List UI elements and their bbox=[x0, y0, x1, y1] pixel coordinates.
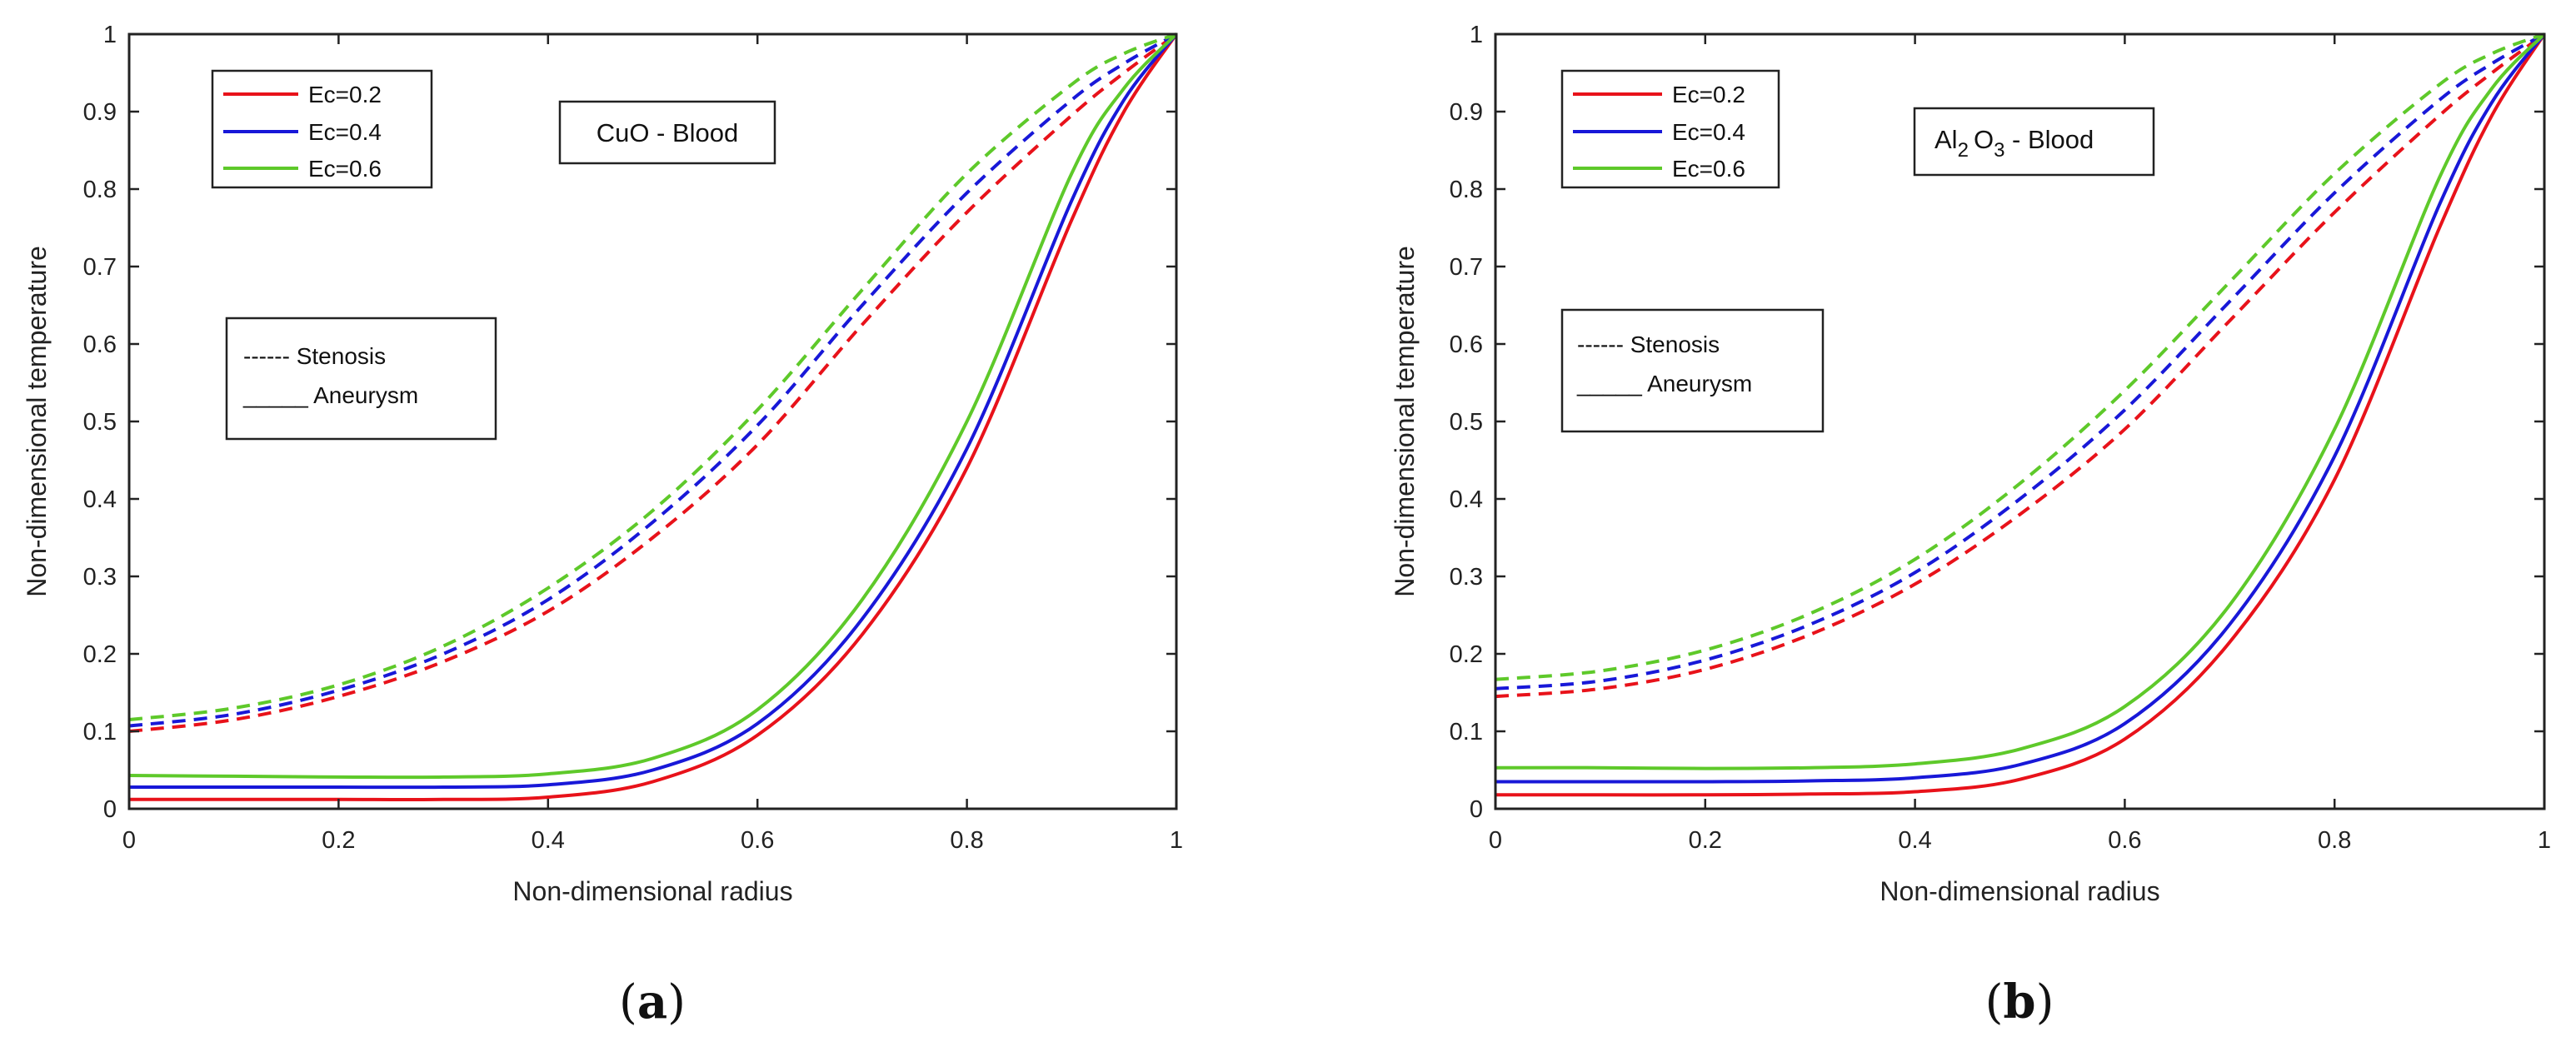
x-tick-label-b: 0.4 bbox=[1898, 827, 1931, 854]
y-axis-label-a: Non-dimensional temperature bbox=[22, 246, 52, 597]
annotation-a: CuO - Blood bbox=[558, 100, 776, 165]
y-tick-label-b: 0.1 bbox=[1450, 719, 1483, 745]
x-tick-label-b: 0 bbox=[1489, 827, 1502, 854]
y-tick-label-a: 0.2 bbox=[83, 641, 117, 668]
y-tick-label-b: 0.4 bbox=[1450, 486, 1483, 513]
ticks-a: 0 0.2 0.4 0.6 0.8 1 0 0.1 0.2 0.3 0.4 0.5 0.6 0.7 0.8 0… bbox=[83, 22, 1183, 854]
legend-label-ec04-a: Ec=0.4 bbox=[308, 119, 382, 145]
y-tick-label-b: 0.9 bbox=[1450, 99, 1483, 126]
color-legend-a: Ec=0.2 Ec=0.4 Ec=0.6 bbox=[211, 69, 433, 189]
y-tick-label-a: 0.5 bbox=[83, 409, 117, 436]
annotation-text-b: Al2 O3 - Blood bbox=[1934, 125, 2094, 162]
y-tick-label-b: 0.6 bbox=[1450, 332, 1483, 358]
x-tick-label-a: 0.2 bbox=[322, 827, 355, 854]
series-line-aneurysm-ec02-b bbox=[1495, 32, 2546, 797]
x-tick-label-b: 1 bbox=[2538, 827, 2551, 854]
style-legend-aneurysm-a: _____ Aneurysm bbox=[242, 382, 418, 408]
y-tick-label-a: 0.8 bbox=[83, 177, 117, 203]
x-tick-label-b: 0.8 bbox=[2318, 827, 2351, 854]
x-tick-label-b: 0.6 bbox=[2108, 827, 2141, 854]
series-line-stenosis-ec06-b bbox=[1495, 32, 2545, 681]
legend-label-ec02-b: Ec=0.2 bbox=[1672, 82, 1745, 107]
y-tick-label-a: 0.1 bbox=[83, 719, 117, 745]
series-line-aneurysm-ec06-a bbox=[128, 32, 1178, 780]
y-tick-label-a: 0.9 bbox=[83, 99, 117, 126]
panel-caption-a: (a) bbox=[619, 975, 686, 1030]
series-line-stenosis-ec04-a bbox=[128, 32, 1177, 728]
legend-label-ec02-a: Ec=0.2 bbox=[308, 82, 382, 107]
y-tick-label-b: 0.8 bbox=[1450, 177, 1483, 203]
y-tick-label-a: 0.3 bbox=[83, 564, 117, 591]
panel-caption-b: (b) bbox=[1985, 975, 2054, 1030]
x-tick-label-a: 0 bbox=[122, 827, 136, 854]
annotation-b: Al2 O3 - Blood bbox=[1913, 107, 2155, 177]
style-legend-stenosis-b: ------ Stenosis bbox=[1577, 332, 1720, 357]
chart-panel-a: 0 0.2 0.4 0.6 0.8 1 0 0.1 0.2 0.3 0.4 0.5 0.6 0.7 0.8 0… bbox=[22, 22, 1183, 1030]
legend-label-ec04-b: Ec=0.4 bbox=[1672, 119, 1745, 145]
y-axis-label-b: Non-dimensional temperature bbox=[1390, 246, 1420, 597]
series-line-aneurysm-ec04-b bbox=[1495, 32, 2546, 784]
series-line-stenosis-ec02-b bbox=[1495, 32, 2546, 699]
y-tick-label-b: 1 bbox=[1470, 22, 1483, 48]
series-line-stenosis-ec02-a bbox=[128, 32, 1178, 733]
series-line-aneurysm-ec04-a bbox=[128, 32, 1178, 790]
plot-area-b bbox=[1495, 32, 2546, 797]
y-tick-label-b: 0 bbox=[1470, 796, 1483, 823]
annotation-box-b bbox=[1913, 107, 2155, 177]
color-legend-b: Ec=0.2 Ec=0.4 Ec=0.6 bbox=[1560, 69, 1780, 189]
x-axis-label-b: Non-dimensional radius bbox=[1880, 876, 2159, 906]
legend-label-ec06-b: Ec=0.6 bbox=[1672, 156, 1745, 182]
style-legend-stenosis-a: ------ Stenosis bbox=[243, 343, 386, 369]
series-line-stenosis-ec04-b bbox=[1495, 32, 2545, 691]
chart-panel-b: 0 0.2 0.4 0.6 0.8 1 0 0.1 0.2 0.3 0.4 0.5 0.6 0.7 0.8 0… bbox=[1390, 22, 2551, 1030]
ticks-b: 0 0.2 0.4 0.6 0.8 1 0 0.1 0.2 0.3 0.4 0.5 0.6 0.7 0.8 0… bbox=[1450, 22, 2551, 854]
y-tick-label-a: 0.4 bbox=[83, 486, 117, 513]
style-legend-box-b bbox=[1560, 308, 1825, 433]
series-line-aneurysm-ec06-b bbox=[1495, 32, 2546, 770]
x-tick-label-a: 0.8 bbox=[950, 827, 983, 854]
style-legend-a: ------ Stenosis _____ Aneurysm bbox=[225, 317, 497, 441]
x-axis-label-a: Non-dimensional radius bbox=[512, 876, 792, 906]
style-legend-b: ------ Stenosis _____ Aneurysm bbox=[1560, 308, 1825, 433]
annotation-text-a: CuO - Blood bbox=[597, 118, 739, 147]
x-tick-label-a: 0.4 bbox=[532, 827, 565, 854]
y-tick-label-b: 0.5 bbox=[1450, 409, 1483, 436]
y-tick-label-b: 0.7 bbox=[1450, 254, 1483, 281]
x-tick-label-b: 0.2 bbox=[1689, 827, 1722, 854]
style-legend-box-a bbox=[225, 317, 497, 441]
x-tick-label-a: 1 bbox=[1170, 827, 1183, 854]
y-tick-label-a: 1 bbox=[103, 22, 117, 48]
series-line-stenosis-ec06-a bbox=[128, 32, 1177, 721]
x-tick-label-a: 0.6 bbox=[741, 827, 774, 854]
y-tick-label-b: 0.3 bbox=[1450, 564, 1483, 591]
legend-label-ec06-a: Ec=0.6 bbox=[308, 156, 382, 182]
y-tick-label-a: 0.7 bbox=[83, 254, 117, 281]
annotation-box-a bbox=[558, 100, 776, 165]
y-tick-label-b: 0.2 bbox=[1450, 641, 1483, 668]
y-tick-label-a: 0.6 bbox=[83, 332, 117, 358]
y-tick-label-a: 0 bbox=[103, 796, 117, 823]
style-legend-aneurysm-b: _____ Aneurysm bbox=[1576, 371, 1752, 396]
